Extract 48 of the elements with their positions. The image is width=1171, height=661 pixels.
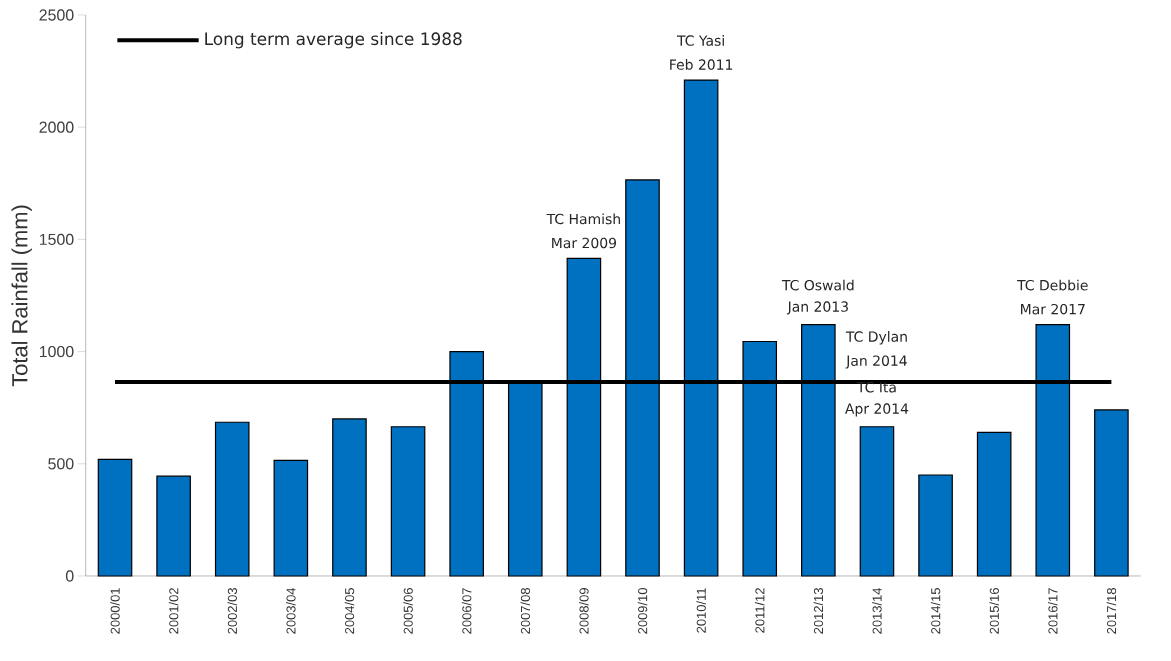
legend-label: Long term average since 1988 bbox=[205, 32, 462, 49]
bar bbox=[976, 431, 1012, 577]
annotation: TC Debbie bbox=[1017, 279, 1088, 291]
annotation: TC Ita bbox=[856, 382, 896, 393]
annotation: TC Yasi bbox=[676, 35, 724, 46]
annotation: Jan 2013 bbox=[786, 301, 848, 315]
bar bbox=[918, 474, 953, 577]
bar bbox=[1094, 409, 1129, 577]
x-tick-label: 2001/02 bbox=[168, 588, 179, 634]
annotation: TC Oswald bbox=[781, 279, 854, 291]
bar bbox=[156, 475, 191, 577]
y-tick-label: 1500 bbox=[39, 233, 74, 246]
bar bbox=[332, 418, 367, 577]
annotation: Jan 2014 bbox=[845, 355, 907, 369]
x-tick-label: 2000/01 bbox=[110, 588, 120, 634]
bar bbox=[859, 426, 895, 577]
annotation: Mar 2009 bbox=[552, 237, 617, 249]
x-tick-label: 2008/09 bbox=[579, 588, 589, 634]
y-tick-label: 2500 bbox=[39, 9, 74, 21]
x-tick-label: 2013/14 bbox=[872, 587, 882, 634]
x-tick-label: 2003/04 bbox=[286, 587, 296, 634]
annotation: TC Hamish bbox=[546, 213, 620, 225]
x-tick-label: 2015/16 bbox=[989, 588, 999, 634]
x-tick-label: 2017/18 bbox=[1106, 588, 1117, 634]
annotation: Feb 2011 bbox=[670, 59, 733, 70]
x-tick-label: 2010/11 bbox=[696, 588, 706, 633]
y-axis-title: Total Rainfall (mm) bbox=[11, 205, 32, 387]
annotation: TC Dylan bbox=[845, 331, 907, 345]
x-tick-label: 2006/07 bbox=[461, 588, 472, 634]
bar bbox=[97, 458, 133, 577]
bar bbox=[273, 459, 309, 577]
x-tick-label: 2009/10 bbox=[637, 588, 648, 634]
x-tick-label: 2014/15 bbox=[930, 588, 941, 634]
annotation: Mar 2017 bbox=[1021, 303, 1085, 315]
x-tick-label: 2011/12 bbox=[754, 588, 765, 633]
x-tick-label: 2004/05 bbox=[344, 588, 355, 634]
y-tick-label: 0 bbox=[65, 570, 74, 582]
y-tick-label: 2000 bbox=[39, 121, 74, 133]
y-tick-label: 500 bbox=[48, 458, 74, 470]
x-tick-label: 2012/13 bbox=[813, 588, 824, 634]
bar bbox=[390, 426, 426, 577]
annotation: Apr 2014 bbox=[845, 403, 909, 417]
x-tick-label: 2002/03 bbox=[227, 588, 237, 634]
x-tick-label: 2005/06 bbox=[403, 588, 413, 634]
x-tick-label: 2016/17 bbox=[1048, 588, 1058, 634]
y-tick-label: 1000 bbox=[39, 345, 74, 358]
x-tick-label: 2007/08 bbox=[520, 588, 531, 634]
bar bbox=[214, 421, 250, 577]
